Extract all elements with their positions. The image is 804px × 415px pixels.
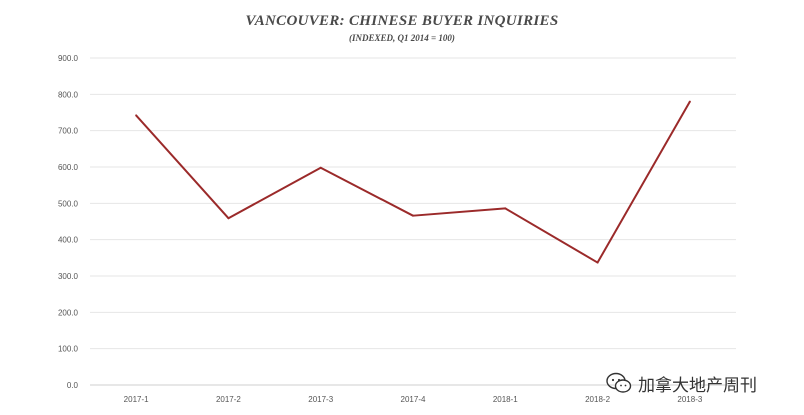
wechat-icon <box>606 372 632 393</box>
chart-title: VANCOUVER: CHINESE BUYER INQUIRIES <box>245 13 559 29</box>
series-group <box>135 100 691 264</box>
x-tick-label: 2017-4 <box>401 395 426 404</box>
y-axis-labels: 0.0 100.0 200.0 300.0 400.0 500.0 600.0 700.0 80… <box>58 54 79 390</box>
x-axis-labels: 2017-1 2017-2 2017-3 2017-4 2018-1 2018-2 2018… <box>124 395 703 404</box>
data-point <box>412 214 414 217</box>
watermark: 加拿大地产周刊 <box>606 370 796 396</box>
x-tick-label: 2018-3 <box>677 395 702 404</box>
y-tick-label: 200.0 <box>58 308 79 317</box>
data-point <box>135 114 138 117</box>
y-tick-label: 700.0 <box>58 127 79 136</box>
y-tick-label: 600.0 <box>58 163 79 172</box>
x-tick-label: 2018-2 <box>585 395 610 404</box>
y-tick-label: 400.0 <box>58 236 79 245</box>
y-tick-label: 800.0 <box>58 90 79 99</box>
data-point <box>227 217 230 220</box>
data-point <box>688 100 691 103</box>
x-tick-label: 2017-3 <box>308 395 333 404</box>
y-tick-label: 0.0 <box>67 381 79 390</box>
y-tick-label: 500.0 <box>58 199 79 208</box>
watermark-text: 加拿大地产周刊 <box>638 375 757 396</box>
y-tick-label: 300.0 <box>58 272 79 281</box>
chart-subtitle: (INDEXED, Q1 2014 = 100) <box>349 33 455 43</box>
data-point <box>596 261 599 264</box>
x-tick-label: 2017-2 <box>216 395 241 404</box>
gridlines <box>90 57 736 386</box>
x-tick-label: 2018-1 <box>493 395 518 404</box>
data-point <box>319 166 322 169</box>
x-tick-label: 2017-1 <box>124 395 149 404</box>
y-tick-label: 900.0 <box>58 54 79 63</box>
y-tick-label: 100.0 <box>58 345 79 354</box>
series-line <box>135 101 691 264</box>
data-point <box>504 207 507 210</box>
